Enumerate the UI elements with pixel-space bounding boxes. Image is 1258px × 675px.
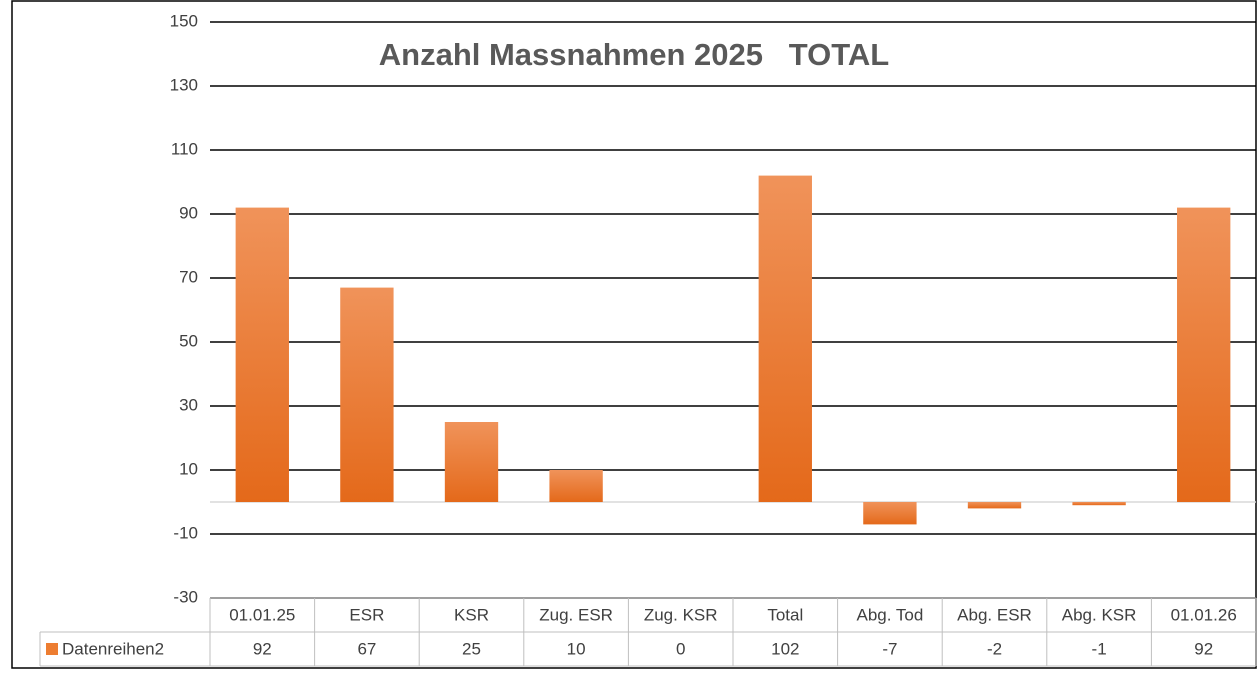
x-tick-label: ESR: [349, 605, 384, 624]
bar: [549, 470, 603, 502]
x-tick-label: Zug. ESR: [539, 605, 613, 624]
bar: [758, 175, 812, 502]
table-value: 67: [357, 639, 376, 658]
y-tick-label: -30: [173, 587, 198, 606]
y-tick-label: 50: [179, 331, 198, 350]
table-value: -1: [1092, 639, 1107, 658]
table-value: -2: [987, 639, 1002, 658]
bar: [340, 287, 394, 502]
bar: [1177, 207, 1231, 502]
y-tick-label: 30: [179, 395, 198, 414]
table-value: 0: [676, 639, 685, 658]
x-tick-label: Zug. KSR: [644, 605, 718, 624]
bar: [1072, 502, 1126, 506]
y-tick-label: 10: [179, 459, 198, 478]
x-tick-label: Abg. ESR: [957, 605, 1032, 624]
x-tick-label: Abg. Tod: [857, 605, 924, 624]
y-tick-label: 130: [170, 75, 198, 94]
chart-title: Anzahl Massnahmen 2025 TOTAL: [379, 37, 890, 72]
y-tick-label: 90: [179, 203, 198, 222]
legend-swatch: [46, 643, 58, 655]
x-tick-label: Total: [767, 605, 803, 624]
bar: [235, 207, 289, 502]
bar: [863, 502, 917, 525]
table-value: 92: [253, 639, 272, 658]
x-tick-label: 01.01.26: [1171, 605, 1237, 624]
bar: [967, 502, 1022, 509]
y-tick-label: -10: [173, 523, 198, 542]
y-tick-label: 110: [171, 139, 198, 158]
y-tick-label: 150: [170, 11, 198, 30]
x-tick-label: Abg. KSR: [1062, 605, 1137, 624]
x-tick-label: 01.01.25: [229, 605, 295, 624]
table-value: 102: [771, 639, 799, 658]
bar: [444, 422, 499, 502]
table-value: 25: [462, 639, 481, 658]
table-value: 10: [567, 639, 586, 658]
x-tick-label: KSR: [454, 605, 489, 624]
table-value: -7: [882, 639, 897, 658]
y-tick-label: 70: [179, 267, 198, 286]
table-value: 92: [1194, 639, 1213, 658]
legend-label: Datenreihen2: [62, 639, 164, 658]
chart-border: [11, 0, 1257, 669]
